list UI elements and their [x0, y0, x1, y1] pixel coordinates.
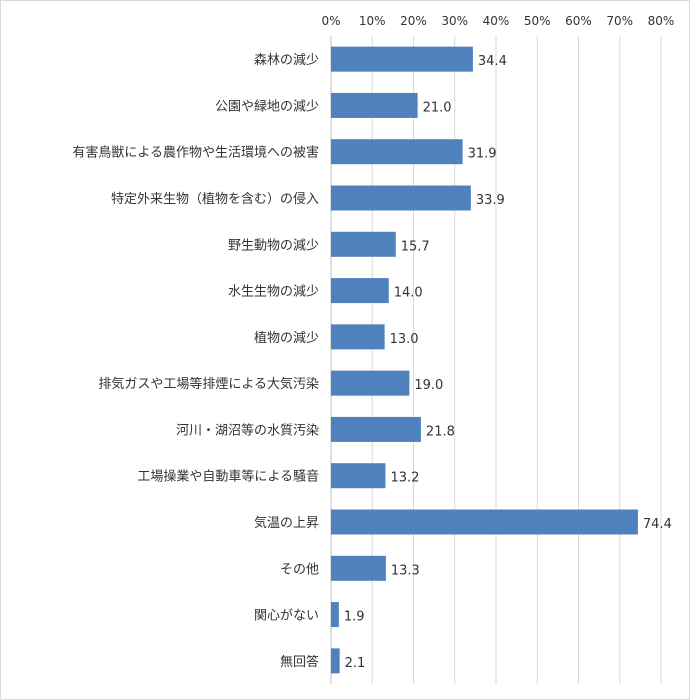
category-label: 植物の減少 — [254, 330, 319, 346]
x-tick-label: 80% — [648, 14, 675, 28]
category-label: 気温の上昇 — [254, 515, 319, 531]
category-label: 関心がない — [254, 609, 319, 624]
value-label: 13.0 — [390, 332, 419, 347]
x-tick-label: 40% — [483, 14, 510, 28]
value-label: 13.3 — [391, 563, 420, 578]
bar — [331, 555, 386, 581]
value-label: 15.7 — [401, 239, 430, 254]
bar — [331, 92, 418, 118]
category-label: 無回答 — [280, 654, 319, 670]
value-label: 14.0 — [394, 286, 423, 301]
x-tick-label: 10% — [359, 14, 386, 28]
bar — [331, 139, 463, 165]
x-tick-label: 20% — [400, 14, 427, 28]
bar — [331, 602, 339, 628]
bar — [331, 324, 385, 350]
bar — [331, 416, 421, 442]
value-label: 2.1 — [345, 656, 366, 671]
bar — [331, 46, 473, 72]
bar — [331, 509, 638, 535]
value-label: 33.9 — [476, 193, 505, 208]
value-label: 31.9 — [468, 147, 497, 162]
x-axis-ticks: 0% 10% 20% 30% 40% 50% 60% 70% 80% — [321, 14, 674, 28]
x-tick-label: 30% — [441, 14, 468, 28]
bar — [331, 463, 386, 489]
x-tick-label: 70% — [606, 14, 633, 28]
x-tick-label: 50% — [524, 14, 551, 28]
value-label: 19.0 — [414, 378, 443, 393]
category-label: 特定外来生物（植物を含む）の侵入 — [111, 191, 319, 207]
category-label: 野生動物の減少 — [228, 237, 319, 253]
bar — [331, 231, 396, 257]
x-tick-label: 0% — [321, 14, 340, 28]
category-label: 排気ガスや工場等排煙による大気汚染 — [98, 376, 319, 392]
category-label: 森林の減少 — [254, 52, 319, 68]
category-label: 有害鳥獣による農作物や生活環境への被害 — [72, 145, 319, 161]
bars — [331, 46, 638, 674]
x-tick-label: 60% — [565, 14, 592, 28]
value-label: 1.9 — [344, 610, 365, 625]
value-label: 21.0 — [423, 100, 452, 115]
value-label: 21.8 — [426, 424, 455, 439]
value-labels: 34.4 21.0 31.9 33.9 15.7 14.0 13.0 19.0 21.8 13.2… — [344, 54, 672, 671]
category-label: 河川・湖沼等の水質汚染 — [176, 422, 319, 438]
bar — [331, 185, 471, 211]
category-label: その他 — [280, 562, 319, 577]
category-label: 工場操業や自動車等による騒音 — [137, 469, 319, 485]
value-label: 13.2 — [390, 471, 419, 486]
bar — [331, 278, 389, 304]
bar — [331, 648, 340, 674]
category-label: 公園や緑地の減少 — [215, 98, 319, 114]
bar — [331, 370, 410, 396]
value-label: 74.4 — [643, 517, 672, 532]
gridlines — [330, 36, 662, 684]
category-labels: 森林の減少公園や緑地の減少有害鳥獣による農作物や生活環境への被害特定外来生物（植… — [72, 52, 319, 670]
value-label: 34.4 — [478, 54, 507, 69]
category-label: 水生生物の減少 — [228, 284, 319, 300]
